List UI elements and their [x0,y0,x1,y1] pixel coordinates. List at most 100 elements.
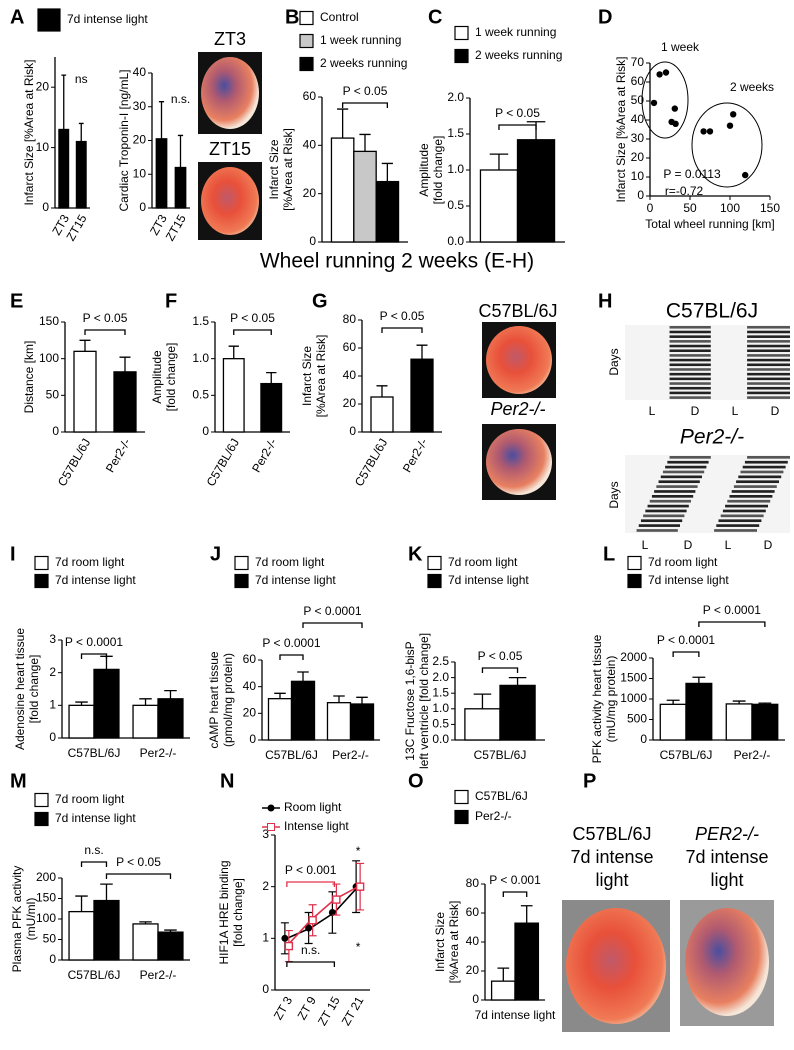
y-axis-label: [fold change] [27,655,41,724]
bracket [105,873,172,879]
y-tick-label: 60 [343,340,357,354]
panel-letter: E [10,290,23,312]
legend-label: 2 weeks running [320,56,407,70]
y-tick-label: 3 [262,827,269,841]
point [662,69,670,76]
y-tick-label: 0.0 [447,234,464,248]
series-line [286,885,359,947]
bar [490,980,516,1001]
y-tick-label: 50 [631,93,645,107]
actogram-activity [665,465,707,469]
y-axis-label: Plasma PFK activity [10,866,24,973]
photo-label: C57BL/6J [572,824,651,844]
actogram-activity [744,460,788,464]
error-bar [416,344,428,360]
bracket [233,329,272,335]
y-tick-label: 2000 [620,650,647,664]
error-bar [158,101,165,139]
photo-label: 7d intense [570,847,653,867]
actogram-activity [660,475,702,479]
y-tick-label: 30 [133,99,147,113]
y-axis-label: Distance [km] [22,341,36,414]
y-tick-label: 1.0 [447,162,464,176]
bracket [502,891,528,897]
actogram-activity [667,460,709,464]
y-tick-label: 0 [49,952,56,966]
photo-label: PER2-/- [695,824,759,844]
y-tick-label: 10 [36,140,50,154]
y-tick-label: 150 [36,891,56,905]
actogram-activity [747,363,790,367]
actogram-activity [747,358,790,362]
heart-slice [566,908,666,1024]
y-axis-label: (mU/ml) [24,898,38,941]
bracket [672,651,700,657]
actogram-title: Per2-/- [680,426,744,449]
y-tick-label: 2 [262,879,269,893]
bracket [84,329,126,335]
y-tick-label: 1.5 [432,685,449,699]
bracket [80,653,108,659]
phase-label: D [771,404,780,418]
legend-label: 7d room light [55,792,125,806]
x-tick-label: C57BL/6J [68,746,121,760]
y-tick-label: 0 [262,982,269,996]
x-tick-label: 50 [683,201,697,215]
actogram-activity [747,391,790,395]
actogram-activity [669,335,711,338]
error-bar [164,689,177,699]
point [656,71,663,78]
x-axis-label: Total wheel running [km] [645,217,774,231]
photo-label: 7d intense [685,847,768,867]
phase-label: L [725,538,732,552]
actogram-activity [645,509,687,513]
x-tick-label: Per2-/- [332,748,369,762]
y-tick-label: 10 [631,169,645,183]
bar [464,708,501,741]
y-tick-label: 0.5 [447,198,464,212]
actogram-activity [736,480,779,484]
bar [157,931,184,961]
phase-label: L [649,404,656,418]
error-bar [732,700,746,704]
y-axis-label: Amplitude [150,350,164,404]
panel-letter: C [428,6,442,28]
annotation: r=-0.72 [665,184,704,198]
y-tick-label: 1000 [620,691,647,705]
actogram-activity [747,335,790,338]
y-tick-label: 70 [631,55,645,69]
actogram-axis-label: Days [607,348,621,375]
marker [308,916,317,925]
actogram-activity [731,490,775,493]
bar [260,382,283,433]
y-tick-label: 40 [243,679,257,693]
panel-letter: K [408,543,423,565]
actogram-activity [669,456,711,459]
x-tick-label: 7d intense light [475,1008,556,1022]
marker [332,895,341,904]
legend-label: Per2-/- [475,809,512,823]
actogram-activity [669,363,711,367]
actogram-activity [740,470,784,474]
heart-slice [685,908,769,1016]
actogram-activity [669,396,711,399]
annotation: P < 0.05 [478,649,523,663]
bar [113,371,137,433]
actogram-activity [725,504,768,508]
y-tick-label: 1 [262,931,269,945]
bracket [80,861,108,867]
annotation: 2 weeks [730,80,774,94]
annotation: P < 0.0001 [65,635,123,649]
actogram-activity [747,326,790,329]
actogram-activity [647,504,689,508]
error-bar [75,701,88,706]
legend-label: 7d intense light [255,573,336,587]
error-bar [666,699,680,705]
legend-label: 7d intense light [448,573,529,587]
actogram-activity [747,377,790,381]
x-tick-label: ZT 15 [315,994,343,1028]
panel-letter: A [10,6,24,28]
panel-letters: A B C D E F G H I J K L M N O P [10,6,615,792]
y-axis-label: [fold change] [164,343,178,412]
actogram-activity [747,456,790,459]
